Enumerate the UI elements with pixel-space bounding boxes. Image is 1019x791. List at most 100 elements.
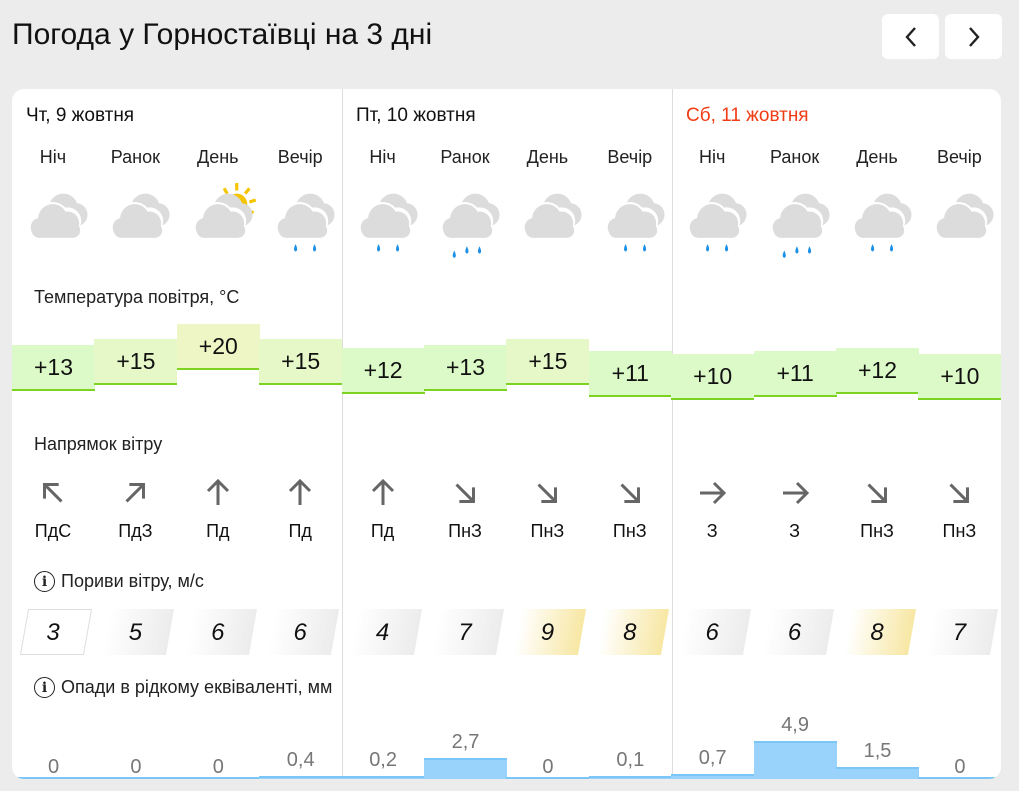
precip-cell: 0 — [506, 739, 590, 779]
wind-direction: Пд — [370, 521, 395, 541]
precip-bar — [671, 774, 755, 779]
period-label: Ранок — [440, 147, 490, 167]
temperature-cell: +15 — [259, 339, 343, 385]
gust-value: 5 — [128, 619, 143, 646]
precip-value: 1,5 — [863, 740, 892, 762]
gust-cell: 6 — [754, 609, 836, 655]
precip-cell: 0,1 — [588, 736, 672, 779]
partly-sunny-icon — [195, 183, 256, 238]
temperature-cell: +13 — [424, 345, 507, 391]
temperature-cell: +12 — [341, 348, 425, 394]
wind-arrow-icon — [754, 477, 836, 509]
temperature-cell: +11 — [588, 351, 672, 397]
precip-cell: 1,5 — [836, 727, 919, 779]
wind-arrow-icon — [12, 477, 94, 509]
wind-arrow-icon — [589, 477, 671, 509]
precip-bar — [94, 777, 178, 779]
wind-direction: ПнЗ — [448, 521, 482, 541]
temperature-cell: +12 — [836, 348, 919, 394]
precip-cell: 2,7 — [424, 718, 507, 779]
precip-value: 0 — [130, 756, 142, 778]
precip-bar — [259, 776, 343, 779]
period-label: Ніч — [698, 147, 726, 167]
gust-cell: 9 — [506, 609, 588, 655]
gusts-label[interactable]: i Пориви вітру, м/с — [34, 571, 204, 592]
wind-label: Напрямок вітру — [34, 434, 163, 454]
period-label: Вечір — [936, 147, 982, 167]
gust-value: 6 — [293, 619, 307, 646]
period-label: Вечір — [277, 147, 323, 167]
precip-cell: 0 — [918, 739, 1001, 779]
gust-cell: 4 — [342, 609, 424, 655]
temperature-label: Температура повітря, °C — [34, 287, 240, 307]
temperature-cell: +11 — [753, 351, 837, 397]
chevron-left-icon — [904, 26, 916, 47]
precip-bar — [753, 741, 837, 779]
precip-cell: 0,4 — [259, 736, 343, 779]
period-label: Ніч — [39, 147, 67, 167]
precip-bar — [176, 777, 260, 779]
wind-arrow-icon — [259, 477, 341, 509]
gust-cell: 6 — [671, 609, 753, 655]
cloudy-icon — [30, 193, 88, 238]
wind-arrow-icon — [918, 477, 1000, 509]
period-label: Вечір — [607, 147, 653, 167]
wind-arrow-icon — [177, 477, 259, 509]
day-header: Чт, 9 жовтня — [26, 105, 135, 126]
precip-cell: 0 — [12, 739, 95, 779]
precip-label[interactable]: i Опади в рідкому еквіваленті, мм — [34, 677, 332, 698]
precip-value: 0 — [954, 756, 966, 778]
gust-cell: 5 — [94, 609, 176, 655]
info-icon[interactable]: i — [34, 677, 55, 698]
precip-bar — [506, 777, 590, 779]
rain-icon — [277, 193, 335, 252]
info-icon[interactable]: i — [34, 571, 55, 592]
precip-bar — [918, 777, 1001, 779]
wind-direction: ПдС — [34, 521, 72, 541]
precip-value: 0 — [47, 756, 60, 778]
wind-arrow-icon — [836, 477, 918, 509]
temperature-cell: +13 — [12, 345, 95, 391]
precip-label-text: Опади в рідкому еквіваленті, мм — [61, 677, 333, 697]
precip-cell: 0,7 — [671, 734, 755, 779]
gust-cell: 3 — [12, 609, 94, 655]
wind-arrow-icon — [506, 477, 588, 509]
wind-direction: ПнЗ — [612, 521, 647, 541]
gust-value: 4 — [375, 619, 390, 646]
period-label: День — [526, 147, 569, 167]
gust-value: 7 — [952, 619, 967, 646]
cloudy-icon — [525, 193, 582, 238]
forecast-card: Чт, 9 жовтня Пт, 10 жовтня Сб, 11 жовтня… — [12, 89, 1001, 779]
rain-icon — [607, 193, 665, 252]
precip-cell: 0 — [176, 739, 260, 779]
day-header: Пт, 10 жовтня — [356, 105, 476, 126]
rain-icon — [854, 193, 912, 252]
gust-cell: 6 — [259, 609, 341, 655]
period-label: Ранок — [110, 147, 161, 167]
period-label: Ранок — [769, 147, 820, 167]
wind-direction: Пд — [206, 521, 230, 541]
temperature-cell: +15 — [94, 339, 178, 385]
precip-bar — [588, 776, 672, 779]
temperature-cell: +20 — [176, 324, 260, 370]
day-divider — [672, 89, 673, 779]
heavy-rain-icon — [442, 193, 500, 258]
next-button[interactable] — [945, 14, 1002, 59]
gust-cell: 6 — [177, 609, 259, 655]
precip-value: 4,9 — [781, 714, 809, 736]
wind-direction: ПдЗ — [118, 521, 153, 541]
precip-value: 0 — [212, 756, 224, 778]
gust-value: 6 — [787, 619, 802, 646]
rain-icon — [689, 193, 747, 252]
day-header: Сб, 11 жовтня — [686, 105, 809, 126]
precip-bar — [12, 777, 95, 779]
period-label: Ніч — [369, 147, 396, 167]
wind-arrow-icon — [342, 477, 424, 509]
period-label: День — [197, 147, 239, 167]
prev-button[interactable] — [882, 14, 939, 59]
precip-cell: 0 — [94, 739, 178, 779]
gust-value: 8 — [623, 619, 637, 646]
wind-direction: ПнЗ — [530, 521, 565, 541]
precip-value: 0,2 — [369, 749, 397, 771]
heavy-rain-icon — [772, 193, 830, 258]
